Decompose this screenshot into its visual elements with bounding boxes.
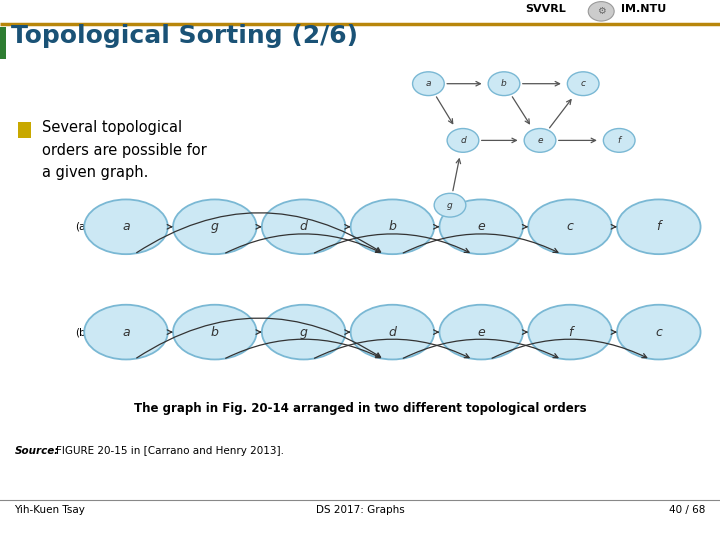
Ellipse shape xyxy=(528,305,612,360)
Ellipse shape xyxy=(262,305,346,360)
Circle shape xyxy=(567,72,599,96)
Circle shape xyxy=(447,129,479,152)
Text: e: e xyxy=(477,220,485,233)
Text: g: g xyxy=(211,220,219,233)
Ellipse shape xyxy=(351,305,434,360)
Text: g: g xyxy=(447,201,453,210)
Ellipse shape xyxy=(439,199,523,254)
Text: The graph in Fig. 20-14 arranged in two different topological orders: The graph in Fig. 20-14 arranged in two … xyxy=(134,402,586,415)
Text: f: f xyxy=(657,220,661,233)
Ellipse shape xyxy=(351,199,434,254)
Circle shape xyxy=(603,129,635,152)
Circle shape xyxy=(588,2,614,21)
Text: g: g xyxy=(300,326,307,339)
Text: Topological Sorting (2/6): Topological Sorting (2/6) xyxy=(11,24,358,48)
Text: f: f xyxy=(618,136,621,145)
Text: b: b xyxy=(389,220,396,233)
Text: Yih-Kuen Tsay: Yih-Kuen Tsay xyxy=(14,505,85,515)
Circle shape xyxy=(488,72,520,96)
Text: SVVRL: SVVRL xyxy=(526,4,567,14)
Text: c: c xyxy=(655,326,662,339)
Text: e: e xyxy=(477,326,485,339)
Circle shape xyxy=(413,72,444,96)
FancyBboxPatch shape xyxy=(0,27,6,59)
Text: d: d xyxy=(389,326,396,339)
Ellipse shape xyxy=(617,305,701,360)
Text: DS 2017: Graphs: DS 2017: Graphs xyxy=(315,505,405,515)
Text: b: b xyxy=(501,79,507,88)
Ellipse shape xyxy=(528,199,612,254)
Ellipse shape xyxy=(439,305,523,360)
Text: ⚙: ⚙ xyxy=(597,6,606,16)
Ellipse shape xyxy=(173,305,256,360)
Text: Several topological
orders are possible for
a given graph.: Several topological orders are possible … xyxy=(42,120,207,180)
Text: (b): (b) xyxy=(76,327,90,337)
Text: c: c xyxy=(567,220,573,233)
Text: FIGURE 20-15 in [Carrano and Henry 2013].: FIGURE 20-15 in [Carrano and Henry 2013]… xyxy=(56,446,284,456)
Text: Source:: Source: xyxy=(14,446,59,456)
Ellipse shape xyxy=(617,199,701,254)
Text: a: a xyxy=(122,220,130,233)
Ellipse shape xyxy=(84,305,168,360)
FancyBboxPatch shape xyxy=(18,122,31,138)
Circle shape xyxy=(524,129,556,152)
Text: 40 / 68: 40 / 68 xyxy=(669,505,706,515)
Text: IM.NTU: IM.NTU xyxy=(621,4,666,14)
Text: a: a xyxy=(426,79,431,88)
Text: c: c xyxy=(581,79,585,88)
Ellipse shape xyxy=(173,199,256,254)
Text: d: d xyxy=(300,220,307,233)
Ellipse shape xyxy=(84,199,168,254)
Text: d: d xyxy=(460,136,466,145)
Ellipse shape xyxy=(262,199,346,254)
Text: f: f xyxy=(568,326,572,339)
Text: (a): (a) xyxy=(76,222,90,232)
Text: e: e xyxy=(537,136,543,145)
Text: b: b xyxy=(211,326,219,339)
Circle shape xyxy=(434,193,466,217)
Text: a: a xyxy=(122,326,130,339)
